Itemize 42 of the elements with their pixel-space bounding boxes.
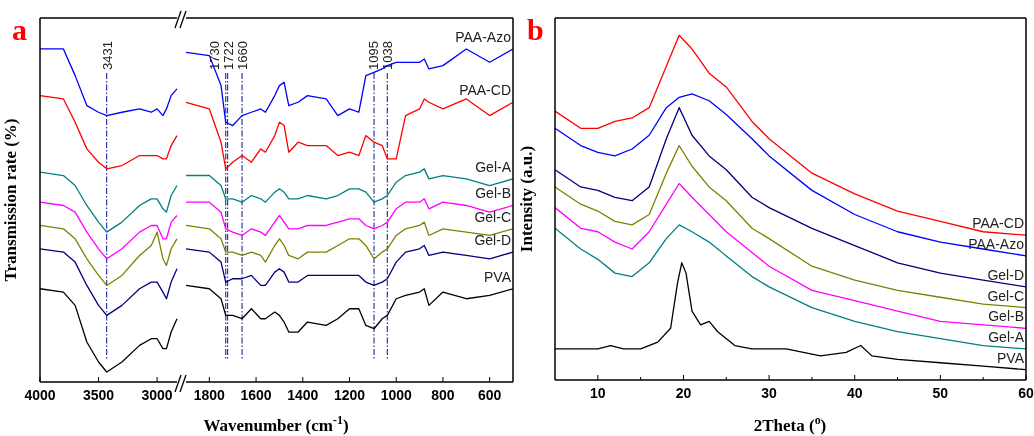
series-label: Gel-B — [988, 308, 1024, 325]
x-tick-label: 50 — [932, 385, 949, 401]
series-label: PVA — [484, 268, 512, 285]
x-axis-title: Wavenumber (cm$^{-1}$) — [203, 413, 349, 435]
x-tick-label: 20 — [675, 385, 692, 401]
series-label: Gel-A — [475, 158, 512, 175]
series-label: Gel-C — [987, 287, 1024, 304]
ref-line-label: 1660 — [235, 41, 251, 70]
series-label: Gel-A — [988, 328, 1025, 345]
x-axis-title: 2Theta ($^{o}$) — [753, 413, 827, 435]
x-tick-label: 3000 — [141, 387, 173, 403]
ref-line-label: 1038 — [380, 41, 396, 70]
chart-title: a — [12, 13, 27, 46]
ref-line-label: 3431 — [99, 41, 115, 70]
series-label: PAA-Azo — [968, 235, 1025, 252]
series-label: PAA-CD — [459, 82, 511, 99]
x-tick-label: 60 — [1018, 385, 1034, 401]
series-label: Gel-D — [987, 266, 1024, 283]
y-axis-title: Transmission rate (%) — [1, 118, 20, 282]
x-tick-label: 4000 — [24, 387, 56, 403]
series-label: PAA-CD — [972, 215, 1024, 232]
x-tick-label: 3500 — [82, 387, 115, 403]
chart-title: b — [527, 13, 544, 46]
x-tick-label: 1600 — [240, 387, 272, 403]
x-tick-label: 1400 — [287, 387, 319, 403]
x-tick-label: 10 — [590, 385, 606, 401]
ref-line-label: 1730 — [206, 41, 222, 70]
ref-line-label: 1722 — [220, 41, 236, 70]
series-label: Gel-C — [474, 208, 511, 225]
y-axis-title: Intensity (a.u.) — [517, 145, 536, 253]
ref-line-label: 1095 — [366, 41, 382, 70]
series-label: Gel-D — [474, 232, 511, 249]
x-tick-label: 1800 — [193, 387, 226, 403]
series-label: PVA — [997, 349, 1025, 366]
series-label: Gel-B — [475, 185, 511, 202]
x-tick-label: 1000 — [380, 387, 412, 403]
x-tick-label: 1200 — [333, 387, 366, 403]
x-tick-label: 600 — [477, 387, 502, 403]
x-tick-label: 40 — [846, 385, 863, 401]
series-label: PAA-Azo — [455, 28, 512, 45]
x-tick-label: 800 — [431, 387, 455, 403]
x-tick-label: 30 — [761, 385, 778, 401]
